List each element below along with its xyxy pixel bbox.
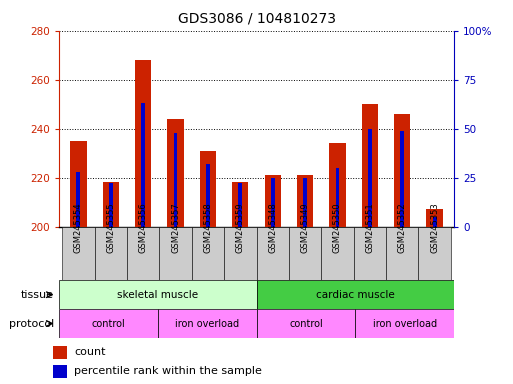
Bar bbox=[394, 114, 410, 227]
Text: skeletal muscle: skeletal muscle bbox=[117, 290, 199, 300]
Text: GSM245348: GSM245348 bbox=[268, 203, 277, 253]
Bar bbox=[271, 178, 274, 227]
Bar bbox=[135, 60, 151, 227]
Text: percentile rank within the sample: percentile rank within the sample bbox=[74, 366, 262, 376]
Bar bbox=[62, 227, 94, 280]
Bar bbox=[53, 346, 67, 359]
Bar bbox=[109, 184, 113, 227]
Bar bbox=[386, 227, 419, 280]
Bar bbox=[127, 227, 160, 280]
Bar bbox=[103, 182, 119, 227]
Bar bbox=[173, 132, 177, 227]
Bar bbox=[426, 209, 443, 227]
Bar bbox=[368, 129, 372, 227]
Text: GSM245357: GSM245357 bbox=[171, 203, 180, 253]
Text: GSM245358: GSM245358 bbox=[204, 203, 212, 253]
Bar bbox=[400, 131, 404, 227]
Bar bbox=[53, 365, 67, 378]
Text: GSM245356: GSM245356 bbox=[139, 203, 148, 253]
Text: GSM245359: GSM245359 bbox=[236, 203, 245, 253]
Bar bbox=[256, 280, 454, 309]
Text: GSM245350: GSM245350 bbox=[333, 203, 342, 253]
Text: tissue: tissue bbox=[21, 290, 54, 300]
Bar bbox=[289, 227, 321, 280]
Text: GSM245349: GSM245349 bbox=[301, 203, 309, 253]
Text: GSM245352: GSM245352 bbox=[398, 203, 407, 253]
Bar bbox=[70, 141, 87, 227]
Bar bbox=[206, 164, 210, 227]
Text: GSM245351: GSM245351 bbox=[365, 203, 374, 253]
Bar bbox=[59, 309, 158, 338]
Bar bbox=[256, 309, 355, 338]
Bar bbox=[432, 217, 437, 227]
Text: cardiac muscle: cardiac muscle bbox=[316, 290, 394, 300]
Bar bbox=[94, 227, 127, 280]
Bar bbox=[200, 151, 216, 227]
Text: control: control bbox=[289, 318, 323, 329]
Bar bbox=[76, 172, 81, 227]
Bar bbox=[239, 184, 242, 227]
Bar bbox=[321, 227, 353, 280]
Bar bbox=[224, 227, 256, 280]
Bar bbox=[141, 103, 145, 227]
Text: GDS3086 / 104810273: GDS3086 / 104810273 bbox=[177, 12, 336, 25]
Bar bbox=[158, 309, 256, 338]
Bar bbox=[303, 178, 307, 227]
Bar bbox=[167, 119, 184, 227]
Text: GSM245353: GSM245353 bbox=[430, 203, 439, 253]
Text: GSM245355: GSM245355 bbox=[106, 203, 115, 253]
Text: control: control bbox=[91, 318, 125, 329]
Bar bbox=[256, 227, 289, 280]
Bar bbox=[353, 227, 386, 280]
Bar bbox=[160, 227, 192, 280]
Bar bbox=[355, 309, 454, 338]
Bar bbox=[297, 175, 313, 227]
Text: iron overload: iron overload bbox=[372, 318, 437, 329]
Text: count: count bbox=[74, 347, 106, 357]
Bar bbox=[59, 280, 256, 309]
Bar bbox=[336, 168, 340, 227]
Text: protocol: protocol bbox=[9, 318, 54, 329]
Bar bbox=[265, 175, 281, 227]
Text: iron overload: iron overload bbox=[175, 318, 239, 329]
Text: GSM245354: GSM245354 bbox=[74, 203, 83, 253]
Bar bbox=[362, 104, 378, 227]
Bar bbox=[419, 227, 451, 280]
Bar bbox=[329, 143, 346, 227]
Bar bbox=[192, 227, 224, 280]
Bar bbox=[232, 182, 248, 227]
